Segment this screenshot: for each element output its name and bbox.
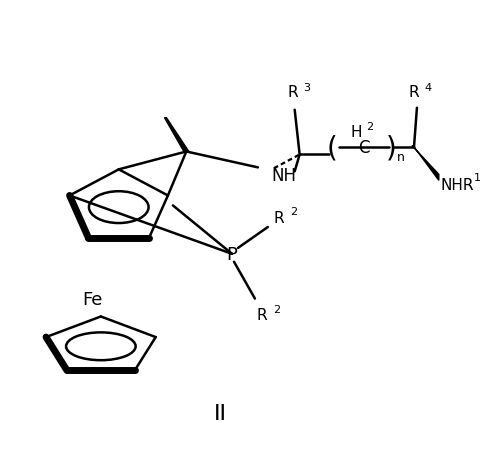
Text: Fe: Fe: [83, 290, 103, 308]
Text: R: R: [409, 85, 420, 100]
Text: R: R: [274, 210, 285, 225]
Text: NHR: NHR: [441, 177, 474, 192]
Text: (: (: [327, 134, 338, 162]
Text: H: H: [351, 125, 362, 140]
Text: P: P: [227, 245, 238, 263]
Text: 2: 2: [366, 121, 373, 131]
Text: NH: NH: [272, 167, 297, 185]
Text: C: C: [359, 139, 370, 157]
Polygon shape: [165, 118, 189, 152]
Text: 3: 3: [303, 83, 311, 93]
Text: R: R: [287, 85, 298, 100]
Text: 2: 2: [273, 304, 280, 314]
Polygon shape: [412, 146, 439, 181]
Text: II: II: [213, 403, 227, 423]
Text: 4: 4: [425, 83, 432, 93]
Text: ): ): [386, 134, 396, 162]
Text: 1: 1: [473, 173, 481, 183]
Text: 2: 2: [290, 207, 297, 217]
Text: n: n: [397, 151, 405, 163]
Text: R: R: [257, 308, 268, 322]
